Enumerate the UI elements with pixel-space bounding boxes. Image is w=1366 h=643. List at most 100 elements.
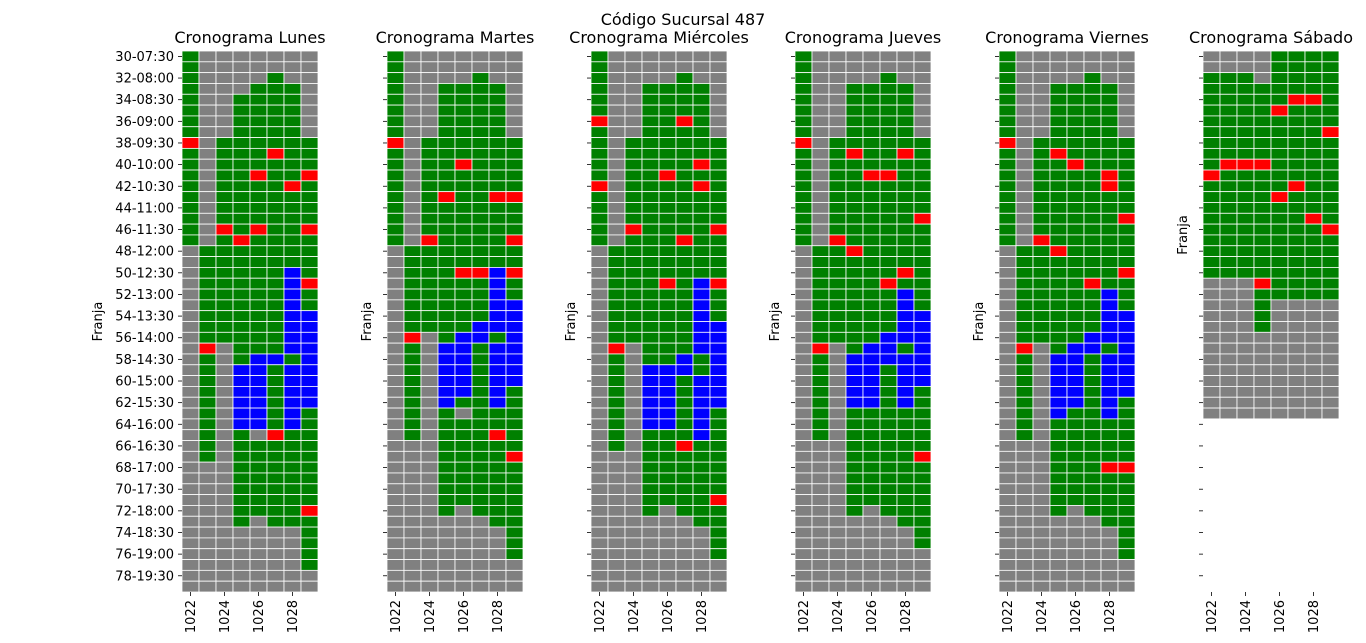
heatmap-cell <box>794 288 813 301</box>
heatmap-cell <box>232 461 251 474</box>
heatmap-cell <box>488 353 507 366</box>
heatmap-cell <box>811 483 830 496</box>
y-tick-label: 58-14:30 <box>115 353 174 368</box>
heatmap-cell <box>471 483 490 496</box>
heatmap-cell <box>1253 310 1272 322</box>
heatmap-cell <box>283 440 302 452</box>
heatmap-cell <box>471 386 490 398</box>
heatmap-cell <box>454 461 473 474</box>
heatmap-cell <box>913 158 932 171</box>
heatmap-cell <box>181 461 200 474</box>
heatmap-cell <box>811 93 830 106</box>
heatmap-cell <box>1049 472 1068 485</box>
heatmap-cell <box>215 342 234 355</box>
heatmap-cell <box>215 526 234 539</box>
heatmap-cell <box>266 375 285 387</box>
heatmap-cell <box>1015 104 1034 117</box>
heatmap-cell <box>1066 505 1085 517</box>
heatmap-cell <box>828 158 847 171</box>
heatmap-cell <box>1219 353 1238 366</box>
heatmap-cell <box>1236 104 1255 117</box>
heatmap-cell <box>181 342 200 355</box>
heatmap-cell <box>215 580 234 593</box>
heatmap-cell <box>794 569 813 582</box>
heatmap-cell <box>437 515 456 528</box>
heatmap-cell <box>471 505 490 517</box>
heatmap-cell <box>709 310 728 322</box>
heatmap-cell <box>1100 429 1119 441</box>
heatmap-cell <box>811 180 830 193</box>
heatmap-cell <box>488 440 507 452</box>
heatmap-cell <box>1236 245 1255 257</box>
heatmap-cell <box>403 353 422 366</box>
heatmap-cell <box>624 180 643 193</box>
heatmap-cell <box>641 83 660 95</box>
heatmap-cell <box>1015 526 1034 539</box>
heatmap-cell <box>266 147 285 160</box>
heatmap-cell <box>198 266 217 279</box>
heatmap-cell <box>692 537 711 550</box>
heatmap-cell <box>1117 418 1136 431</box>
heatmap-cell <box>862 212 881 225</box>
heatmap-cell <box>454 353 473 366</box>
heatmap-cell <box>794 559 813 571</box>
heatmap-cell <box>266 299 285 312</box>
heatmap-cell <box>641 472 660 485</box>
heatmap-cell <box>181 256 200 268</box>
heatmap-cell <box>590 83 609 95</box>
heatmap-cell <box>215 277 234 290</box>
heatmap-cell <box>1117 169 1136 182</box>
heatmap-cell <box>828 515 847 528</box>
heatmap-cell <box>1015 537 1034 550</box>
heatmap-cell <box>1100 50 1119 63</box>
heatmap-cell <box>709 450 728 463</box>
heatmap-cell <box>1321 202 1340 214</box>
heatmap-cell <box>386 418 405 431</box>
heatmap-cell <box>811 515 830 528</box>
heatmap-cell <box>420 126 439 138</box>
heatmap-cell <box>590 580 609 593</box>
heatmap-cell <box>1032 569 1051 582</box>
heatmap-cell <box>249 147 268 160</box>
heatmap-cell <box>300 386 319 398</box>
heatmap-cell <box>675 364 694 376</box>
heatmap-cell <box>420 386 439 398</box>
heatmap-cell <box>1049 137 1068 149</box>
heatmap-cell <box>198 580 217 593</box>
heatmap-cell <box>403 396 422 409</box>
heatmap-cell <box>658 245 677 257</box>
heatmap-cell <box>913 526 932 539</box>
heatmap-cell <box>658 418 677 431</box>
heatmap-cell <box>692 72 711 84</box>
heatmap-cell <box>896 483 915 496</box>
heatmap-cell <box>862 169 881 182</box>
heatmap-cell <box>471 461 490 474</box>
heatmap-cell <box>896 147 915 160</box>
heatmap-cell <box>879 440 898 452</box>
heatmap-cell <box>913 50 932 63</box>
heatmap-cell <box>675 202 694 214</box>
heatmap-cell <box>1117 494 1136 506</box>
heatmap-cell <box>215 115 234 128</box>
heatmap-cell <box>454 266 473 279</box>
heatmap-cell <box>1202 169 1221 182</box>
heatmap-cell <box>862 234 881 247</box>
heatmap-cell <box>198 234 217 247</box>
heatmap-cell <box>1049 83 1068 95</box>
heatmap-cell <box>862 147 881 160</box>
heatmap-cell <box>913 266 932 279</box>
heatmap-cell <box>862 115 881 128</box>
heatmap-cell <box>828 169 847 182</box>
heatmap-cell <box>488 93 507 106</box>
heatmap-cell <box>675 537 694 550</box>
heatmap-cell <box>879 505 898 517</box>
heatmap-cell <box>420 321 439 333</box>
heatmap-cell <box>249 483 268 496</box>
heatmap-cell <box>709 440 728 452</box>
heatmap-cell <box>692 418 711 431</box>
heatmap-cell <box>198 50 217 63</box>
heatmap-cell <box>845 212 864 225</box>
heatmap-cell <box>386 548 405 560</box>
heatmap-cell <box>505 202 524 214</box>
heatmap-cell <box>862 310 881 322</box>
